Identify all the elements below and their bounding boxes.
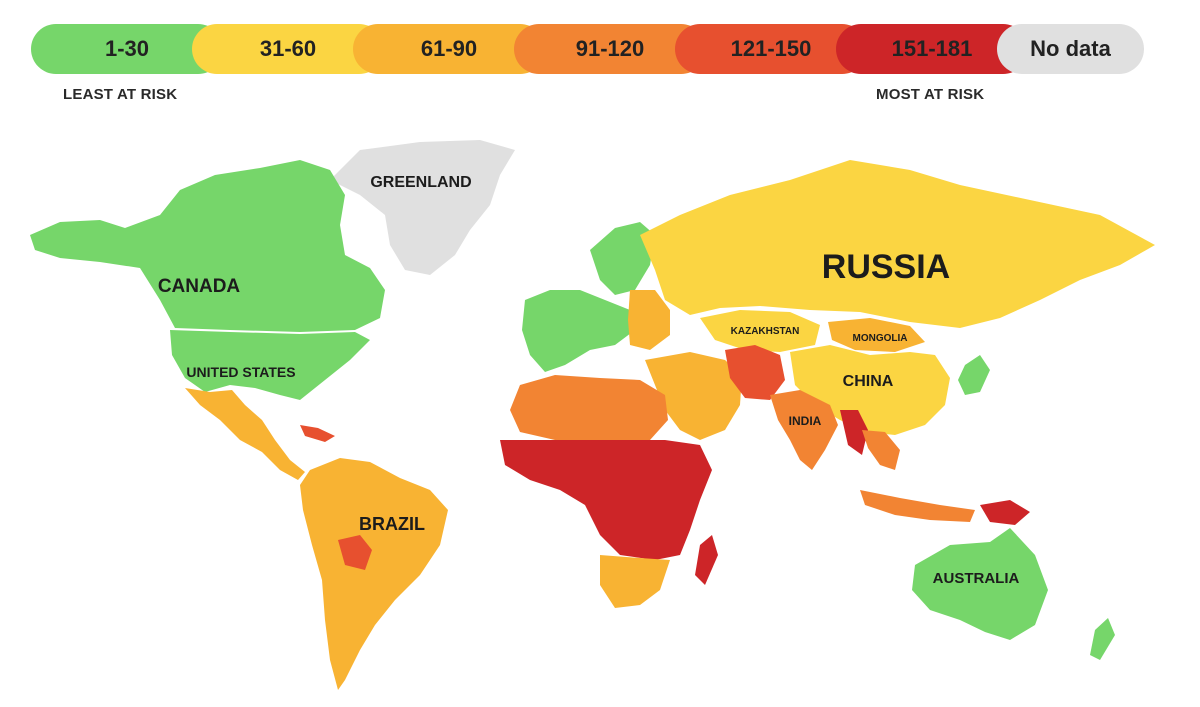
legend-range-label: 61-90 — [420, 36, 478, 61]
region-kazakhstan — [700, 310, 820, 352]
least-at-risk-caption: LEAST AT RISK — [63, 86, 178, 103]
risk-legend: 1-30 31-60 61-90 91-120 121-150 151-181 … — [31, 24, 1144, 74]
region-south-america — [300, 458, 448, 690]
label-china: CHINA — [843, 373, 894, 390]
legend-range-label: 1-30 — [104, 36, 150, 61]
most-at-risk-caption: MOST AT RISK — [876, 86, 985, 103]
region-southern-africa — [600, 555, 670, 608]
region-greenland — [330, 140, 515, 275]
legend-range-label: 121-150 — [730, 36, 812, 61]
legend-range-1: 1-30 — [31, 24, 223, 74]
region-united-states — [170, 330, 370, 400]
legend-range-7: No data — [997, 24, 1144, 74]
region-central-africa — [500, 440, 712, 560]
legend-range-3: 61-90 — [353, 24, 545, 74]
label-canada: CANADA — [158, 276, 241, 297]
region-canada — [30, 160, 385, 332]
world-risk-map: GREENLAND CANADA UNITED STATES RUSSIA KA… — [30, 140, 1155, 690]
region-russia — [640, 160, 1155, 328]
label-united-states: UNITED STATES — [186, 364, 295, 380]
region-mexico — [185, 388, 305, 480]
legend-range-6: 151-181 — [836, 24, 1028, 74]
label-kazakhstan: KAZAKHSTAN — [731, 326, 800, 337]
legend-range-5: 121-150 — [675, 24, 867, 74]
region-north-africa — [510, 375, 668, 440]
legend-range-label: 91-120 — [575, 36, 645, 61]
label-russia: RUSSIA — [822, 248, 950, 286]
legend-range-2: 31-60 — [192, 24, 384, 74]
label-greenland: GREENLAND — [370, 174, 471, 191]
region-papua-new-guinea — [980, 500, 1030, 525]
label-brazil: BRAZIL — [359, 514, 425, 534]
legend-range-4: 91-120 — [514, 24, 706, 74]
region-mongolia — [828, 318, 925, 352]
region-indonesia — [860, 490, 975, 522]
region-new-zealand — [1090, 618, 1115, 660]
region-scandinavia — [590, 222, 655, 295]
region-middle-east — [645, 352, 742, 440]
label-australia: AUSTRALIA — [933, 570, 1020, 587]
region-madagascar — [695, 535, 718, 585]
region-western-europe — [522, 290, 635, 372]
region-bolivia — [338, 535, 372, 570]
region-eastern-europe — [628, 290, 670, 350]
legend-range-label: 151-181 — [891, 36, 973, 61]
label-mongolia: MONGOLIA — [853, 333, 908, 344]
region-pakistan-afghanistan — [725, 345, 785, 400]
region-japan — [958, 355, 990, 395]
region-myanmar — [840, 410, 868, 455]
region-australia — [912, 528, 1048, 640]
legend-range-label: No data — [1030, 36, 1111, 61]
legend-range-label: 31-60 — [259, 36, 317, 61]
region-southeast-asia — [862, 430, 900, 470]
label-india: INDIA — [789, 414, 822, 428]
region-india — [770, 390, 838, 470]
region-caribbean — [300, 425, 335, 442]
